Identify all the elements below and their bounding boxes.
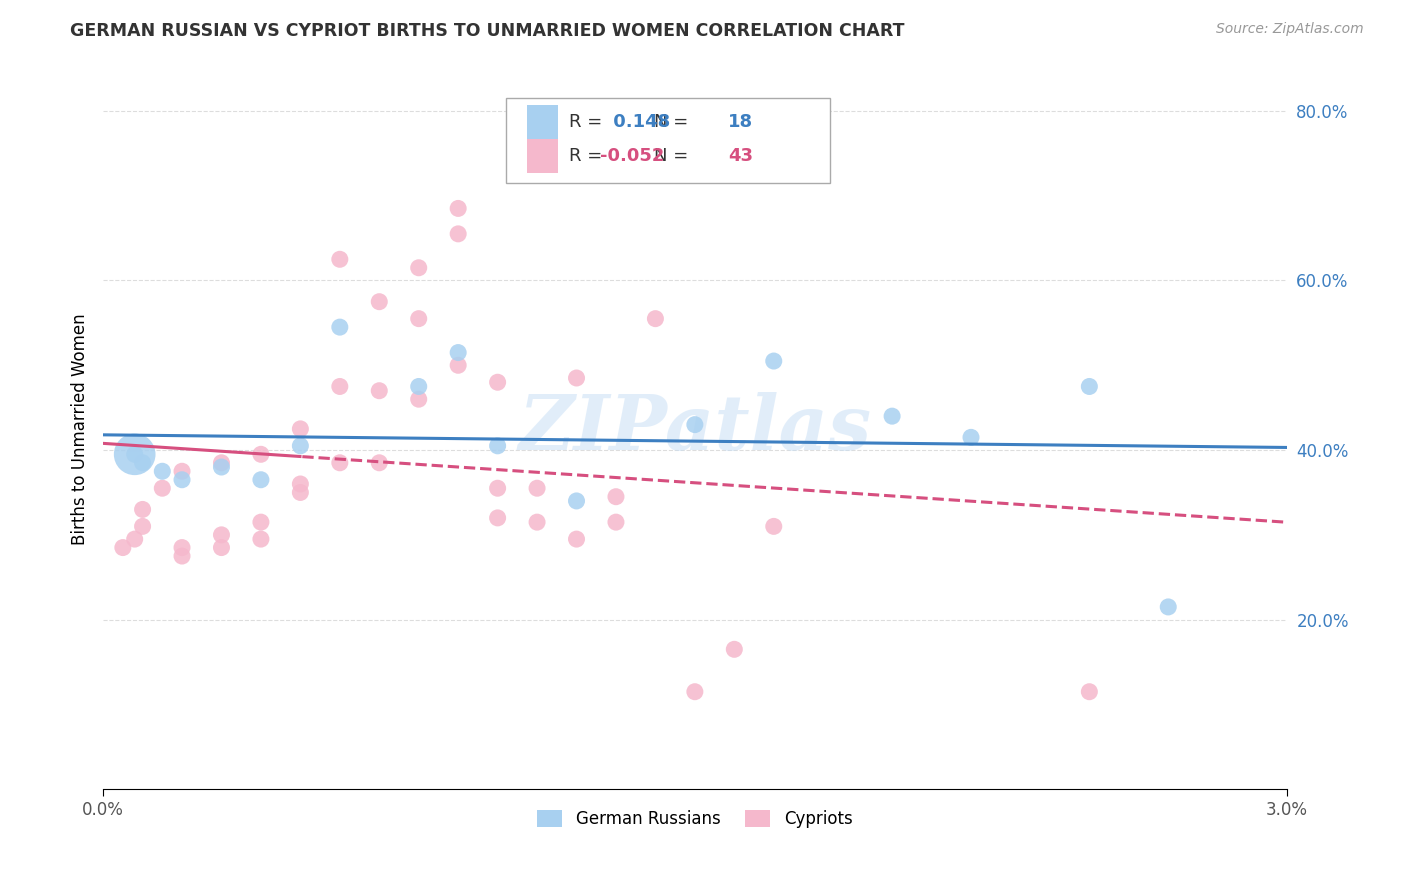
Point: [605, 490, 627, 504]
Point: [486, 439, 509, 453]
Point: [211, 456, 233, 470]
Point: [290, 477, 312, 491]
Point: [486, 481, 509, 495]
Point: [683, 684, 706, 698]
Point: [170, 541, 193, 555]
Point: [250, 447, 273, 461]
Y-axis label: Births to Unmarried Women: Births to Unmarried Women: [72, 313, 89, 545]
Point: [368, 456, 391, 470]
Point: [723, 642, 745, 657]
Point: [447, 345, 470, 359]
Point: [408, 379, 430, 393]
Point: [1078, 379, 1101, 393]
Point: [408, 260, 430, 275]
Point: [211, 528, 233, 542]
Text: -0.052: -0.052: [600, 147, 665, 165]
Point: [368, 294, 391, 309]
Point: [960, 430, 983, 444]
Point: [565, 371, 588, 385]
Point: [211, 460, 233, 475]
Point: [170, 549, 193, 563]
Point: [1157, 599, 1180, 614]
Point: [329, 252, 352, 267]
Point: [1078, 684, 1101, 698]
Point: [250, 532, 273, 546]
Point: [408, 392, 430, 407]
Point: [486, 376, 509, 390]
Point: [762, 354, 785, 368]
Point: [250, 473, 273, 487]
Point: [605, 515, 627, 529]
Point: [329, 320, 352, 334]
Point: [329, 379, 352, 393]
Text: 0.148: 0.148: [607, 113, 671, 131]
Point: [124, 532, 146, 546]
Text: 18: 18: [728, 113, 754, 131]
Point: [211, 541, 233, 555]
Text: R =         N =: R = N =: [569, 147, 695, 165]
Point: [408, 311, 430, 326]
Point: [170, 473, 193, 487]
Point: [683, 417, 706, 432]
Point: [526, 515, 548, 529]
Text: GERMAN RUSSIAN VS CYPRIOT BIRTHS TO UNMARRIED WOMEN CORRELATION CHART: GERMAN RUSSIAN VS CYPRIOT BIRTHS TO UNMA…: [70, 22, 905, 40]
Point: [447, 227, 470, 241]
Point: [131, 502, 153, 516]
Point: [150, 464, 173, 478]
Point: [447, 359, 470, 373]
Point: [124, 447, 146, 461]
Point: [131, 519, 153, 533]
Point: [290, 485, 312, 500]
Point: [526, 481, 548, 495]
Point: [290, 422, 312, 436]
Point: [250, 515, 273, 529]
Point: [131, 456, 153, 470]
Point: [329, 456, 352, 470]
Point: [762, 519, 785, 533]
Point: [368, 384, 391, 398]
Text: Source: ZipAtlas.com: Source: ZipAtlas.com: [1216, 22, 1364, 37]
Legend: German Russians, Cypriots: German Russians, Cypriots: [530, 804, 859, 835]
Point: [486, 511, 509, 525]
Point: [565, 494, 588, 508]
Text: 43: 43: [728, 147, 754, 165]
Point: [124, 447, 146, 461]
Point: [170, 464, 193, 478]
Point: [111, 541, 134, 555]
Point: [290, 439, 312, 453]
Point: [565, 532, 588, 546]
Point: [882, 409, 904, 424]
Text: R =         N =: R = N =: [569, 113, 695, 131]
Point: [644, 311, 666, 326]
Point: [447, 202, 470, 216]
Text: ZIPatlas: ZIPatlas: [519, 392, 872, 466]
Point: [150, 481, 173, 495]
